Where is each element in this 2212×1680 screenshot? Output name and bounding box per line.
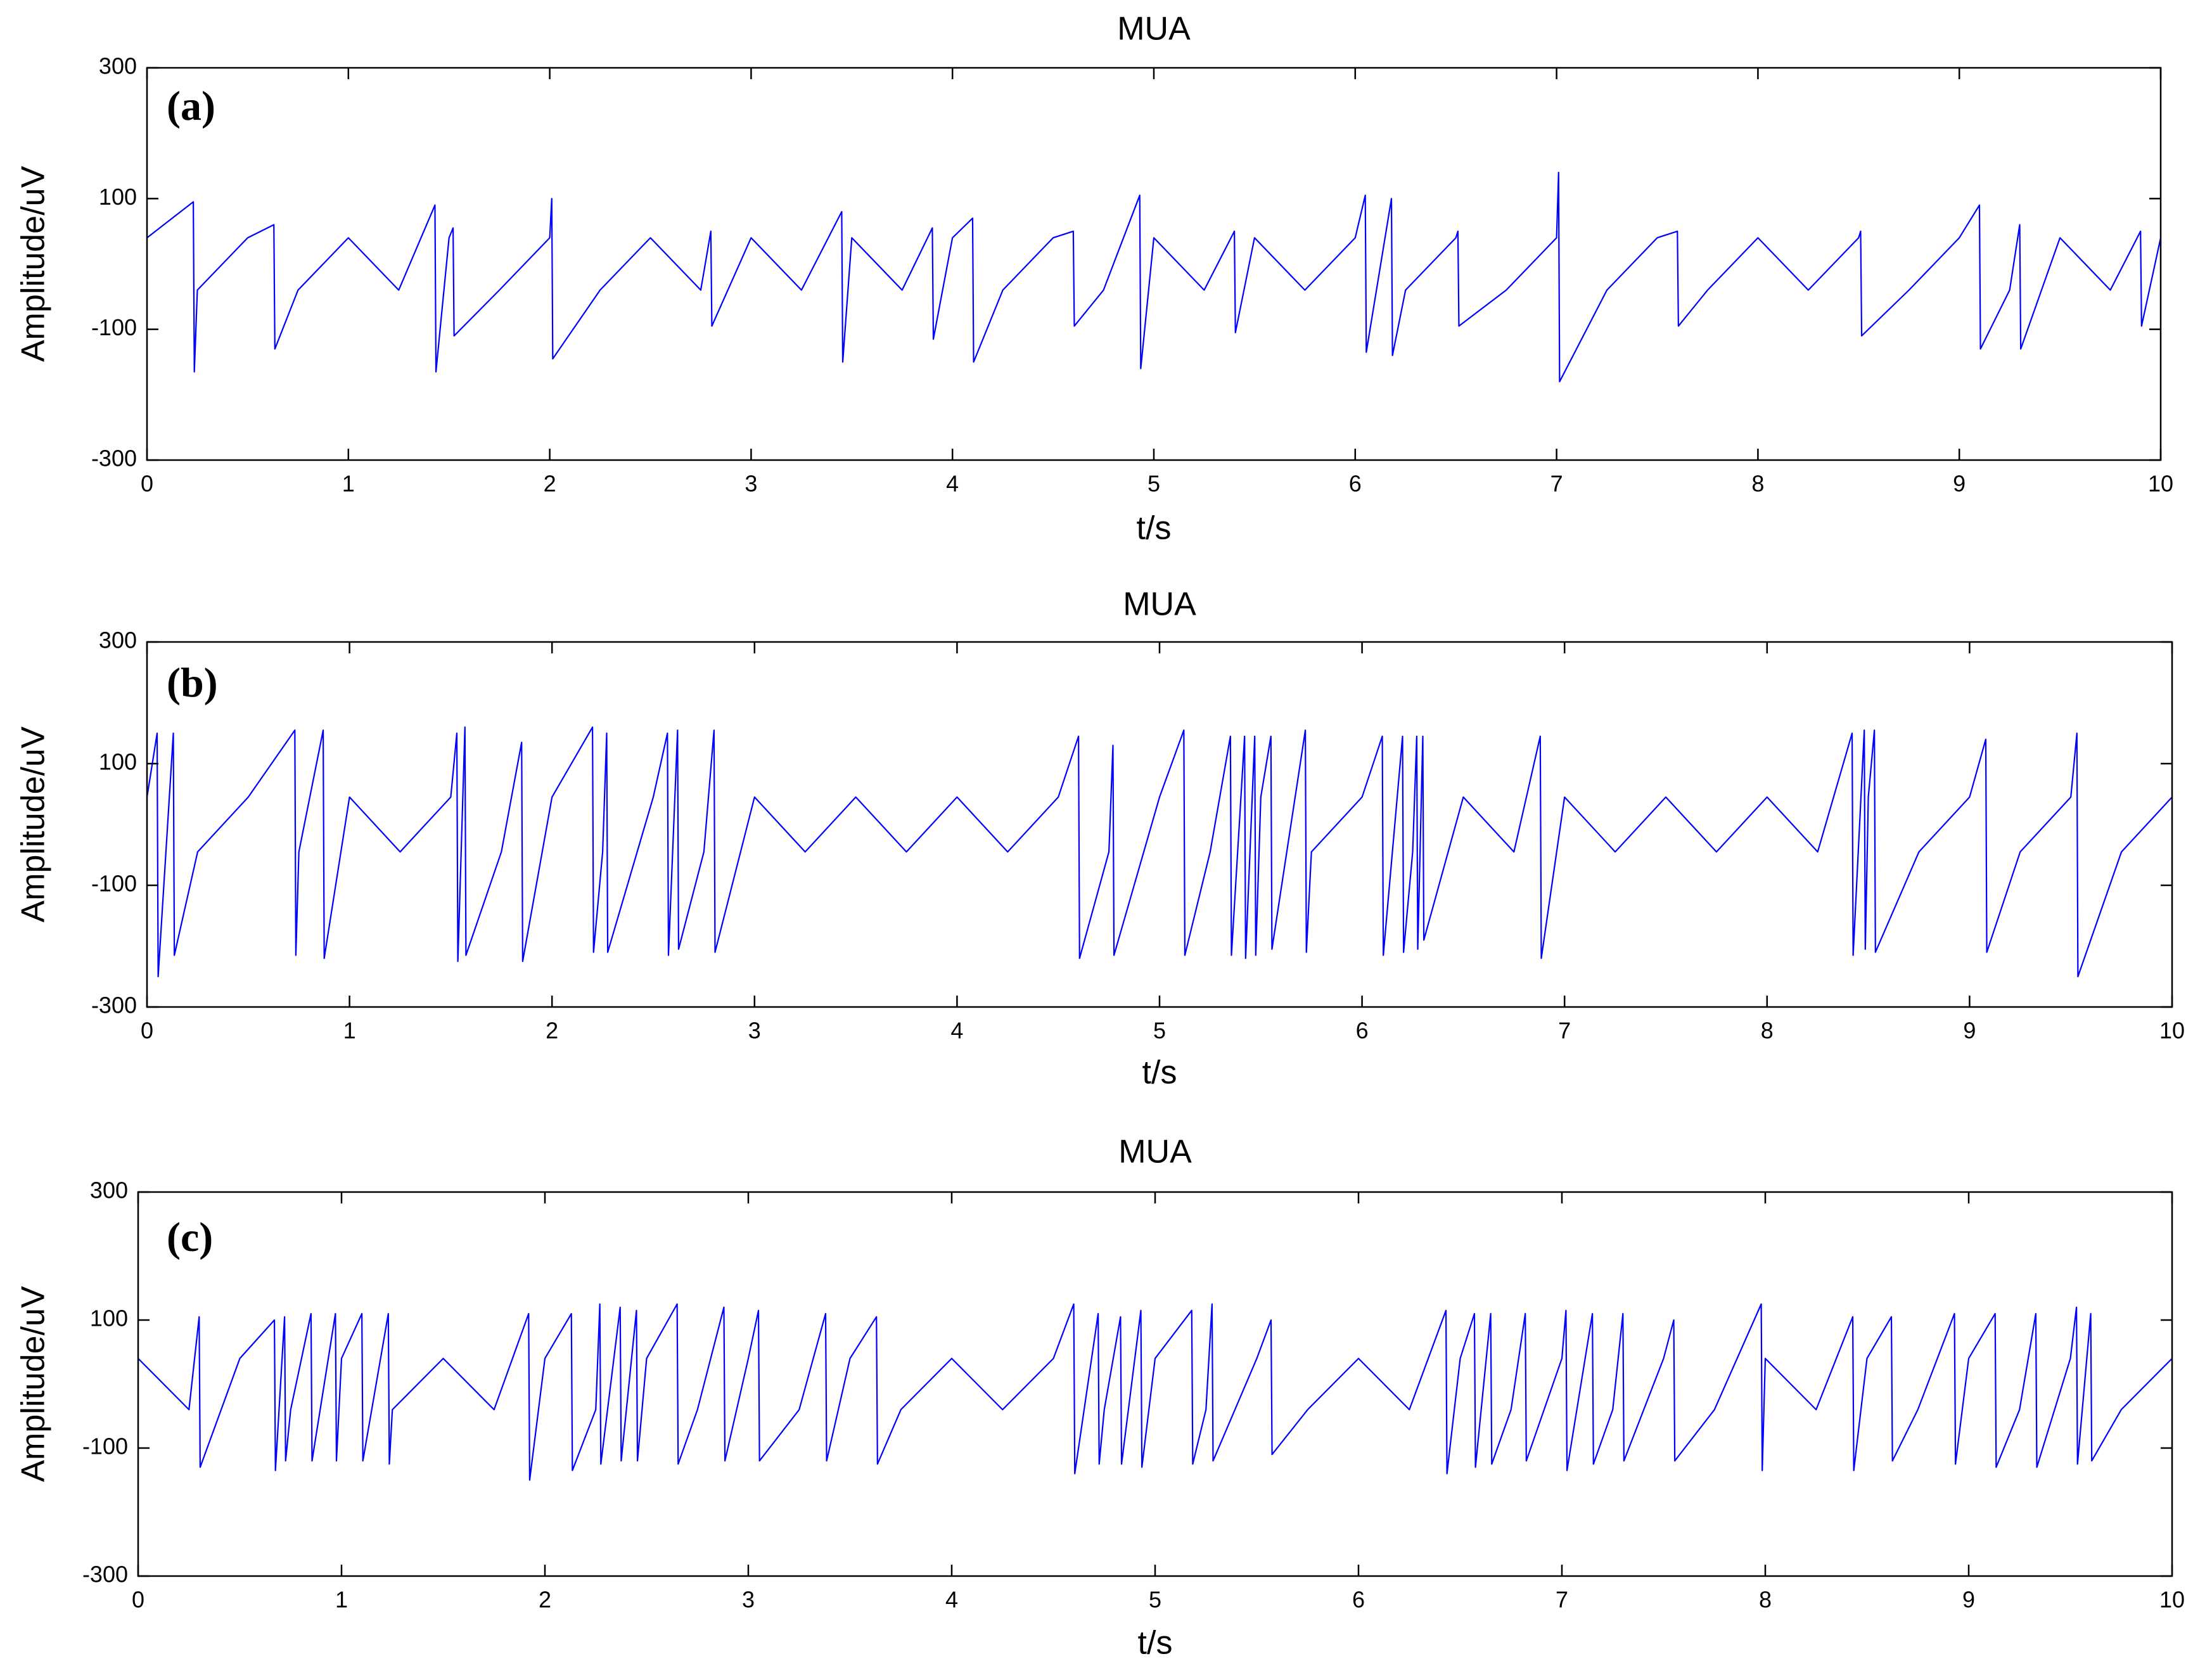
- x-tick-label: 9: [1953, 471, 1966, 497]
- x-tick-label: 7: [1556, 1587, 1568, 1613]
- y-tick-label: -100: [91, 314, 137, 340]
- x-tick-label: 10: [2159, 1587, 2185, 1613]
- x-axis-label: t/s: [1142, 1055, 1177, 1091]
- plot-frame: [146, 67, 2162, 461]
- x-tick-label: 3: [745, 471, 757, 497]
- y-axis-label: Amplitude/uV: [15, 1286, 52, 1482]
- x-tick-label: 4: [945, 1587, 958, 1613]
- x-tick-label: 6: [1349, 471, 1362, 497]
- signal-line: [146, 726, 2173, 978]
- signal-line: [146, 171, 2162, 383]
- panel-label: (a): [167, 83, 215, 129]
- y-tick-label: 300: [99, 627, 137, 653]
- x-tick-label: 1: [343, 1018, 356, 1044]
- y-tick-label: 300: [99, 53, 137, 79]
- x-tick-label: 6: [1352, 1587, 1365, 1613]
- y-tick-label: 100: [99, 749, 137, 775]
- x-tick-label: 2: [544, 471, 556, 497]
- x-tick-label: 4: [946, 471, 959, 497]
- x-tick-label: 9: [1963, 1018, 1976, 1044]
- y-tick-label: -100: [82, 1433, 128, 1459]
- x-tick-label: 5: [1148, 471, 1160, 497]
- x-tick-label: 10: [2148, 471, 2173, 497]
- x-tick-label: 0: [141, 1018, 153, 1044]
- y-tick-label: 100: [99, 184, 137, 210]
- x-tick-label: 7: [1558, 1018, 1571, 1044]
- x-axis-label: t/s: [1138, 1625, 1173, 1662]
- y-tick-label: -300: [91, 992, 137, 1018]
- x-tick-label: 2: [539, 1587, 551, 1613]
- y-tick-label: -100: [91, 871, 137, 897]
- x-tick-label: 0: [141, 471, 153, 497]
- y-tick-label: -300: [91, 446, 137, 471]
- x-tick-label: 5: [1149, 1587, 1161, 1613]
- y-axis-label: Amplitude/uV: [15, 726, 52, 923]
- x-tick-label: 9: [1962, 1587, 1975, 1613]
- x-axis-label: t/s: [1137, 510, 1172, 547]
- panel-label: (b): [167, 660, 218, 706]
- x-tick-label: 3: [748, 1018, 761, 1044]
- y-tick-label: 100: [90, 1305, 128, 1331]
- chart-title: MUA: [1118, 1134, 1192, 1170]
- y-tick-label: -300: [82, 1561, 128, 1587]
- x-tick-label: 7: [1550, 471, 1563, 497]
- plot-frame: [137, 1191, 2173, 1577]
- x-tick-label: 6: [1356, 1018, 1369, 1044]
- x-tick-label: 0: [132, 1587, 144, 1613]
- y-tick-label: 300: [90, 1177, 128, 1203]
- x-tick-label: 8: [1759, 1587, 1772, 1613]
- x-tick-label: 3: [742, 1587, 755, 1613]
- x-tick-label: 5: [1153, 1018, 1166, 1044]
- chart-title: MUA: [1117, 11, 1191, 48]
- x-tick-label: 8: [1751, 471, 1764, 497]
- x-tick-label: 2: [546, 1018, 558, 1044]
- y-axis-label: Amplitude/uV: [15, 166, 52, 362]
- chart-title: MUA: [1123, 586, 1196, 623]
- x-tick-label: 4: [950, 1018, 963, 1044]
- x-tick-label: 10: [2159, 1018, 2185, 1044]
- x-tick-label: 1: [335, 1587, 348, 1613]
- x-tick-label: 1: [342, 471, 355, 497]
- signal-line: [137, 1303, 2173, 1481]
- x-tick-label: 8: [1761, 1018, 1774, 1044]
- panel-label: (c): [167, 1214, 213, 1260]
